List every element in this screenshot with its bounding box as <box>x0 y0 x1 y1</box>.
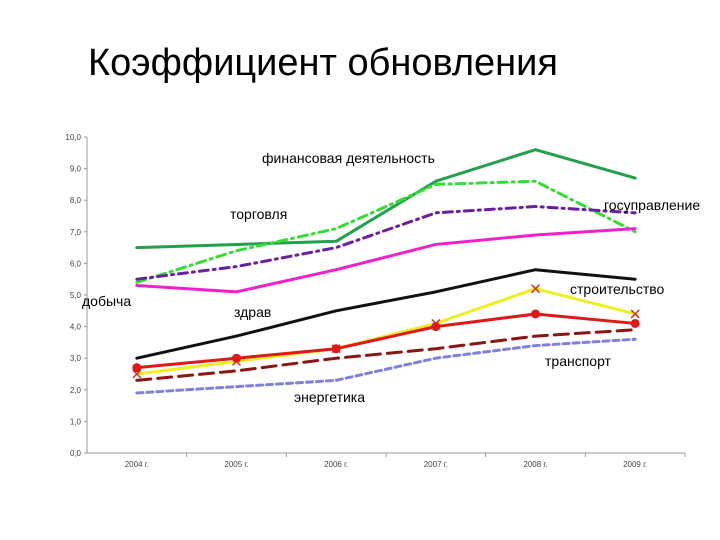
label-gov: госуправление <box>604 197 700 213</box>
y-tick-label: 9,0 <box>70 165 82 174</box>
series-point <box>431 322 441 332</box>
y-tick-label: 1,0 <box>70 417 82 426</box>
series-point <box>232 353 241 363</box>
label-finance: финансовая деятельность <box>262 150 435 166</box>
slide-title: Коэффициент обновления <box>88 42 558 84</box>
chart-series <box>132 148 640 395</box>
x-tick-label: 2007 г. <box>424 460 448 469</box>
axis-ticks: 0,0 1,0 2,0 3,0 4,0 5,0 6,0 7,0 8,0 9,0 10,0 2004 г… <box>65 133 686 469</box>
series-point <box>331 344 341 354</box>
label-trade: торговля <box>230 206 287 222</box>
y-tick-label: 2,0 <box>70 386 82 395</box>
x-tick-label: 2009 г. <box>623 460 647 469</box>
series-line-8 <box>135 337 637 395</box>
x-tick-label: 2006 г. <box>324 460 348 469</box>
series-point <box>630 309 640 319</box>
series-point <box>630 318 640 328</box>
label-transport: транспорт <box>545 353 612 369</box>
series-line-1 <box>135 179 637 284</box>
series-line-3 <box>135 227 637 294</box>
label-mining: добыча <box>82 293 131 309</box>
y-tick-label: 4,0 <box>70 323 82 332</box>
x-tick-label: 2005 г. <box>224 460 248 469</box>
series-line-0 <box>135 148 637 250</box>
series-labels: финансовая деятельность торговля госупра… <box>82 150 700 405</box>
x-tick-label: 2008 г. <box>523 460 547 469</box>
series-line-7 <box>135 328 637 382</box>
y-tick-label: 0,0 <box>70 449 82 458</box>
x-tick-label: 2004 г. <box>125 460 149 469</box>
label-construct: строительство <box>570 281 665 297</box>
series-line-2 <box>135 205 637 281</box>
series-line-6 <box>135 312 637 370</box>
series-line-5 <box>135 287 637 376</box>
y-tick-label: 6,0 <box>70 259 82 268</box>
series-point <box>531 309 540 319</box>
y-tick-label: 3,0 <box>70 354 82 363</box>
label-health: здрав <box>234 304 271 320</box>
series-line-4 <box>135 268 637 360</box>
series-point <box>132 369 142 379</box>
label-energy: энергетика <box>294 389 365 405</box>
y-tick-label: 5,0 <box>70 291 82 300</box>
series-point <box>530 284 541 294</box>
y-tick-label: 10,0 <box>65 133 81 142</box>
y-tick-label: 7,0 <box>70 228 82 237</box>
series-point <box>132 363 142 373</box>
y-tick-label: 8,0 <box>70 196 82 205</box>
